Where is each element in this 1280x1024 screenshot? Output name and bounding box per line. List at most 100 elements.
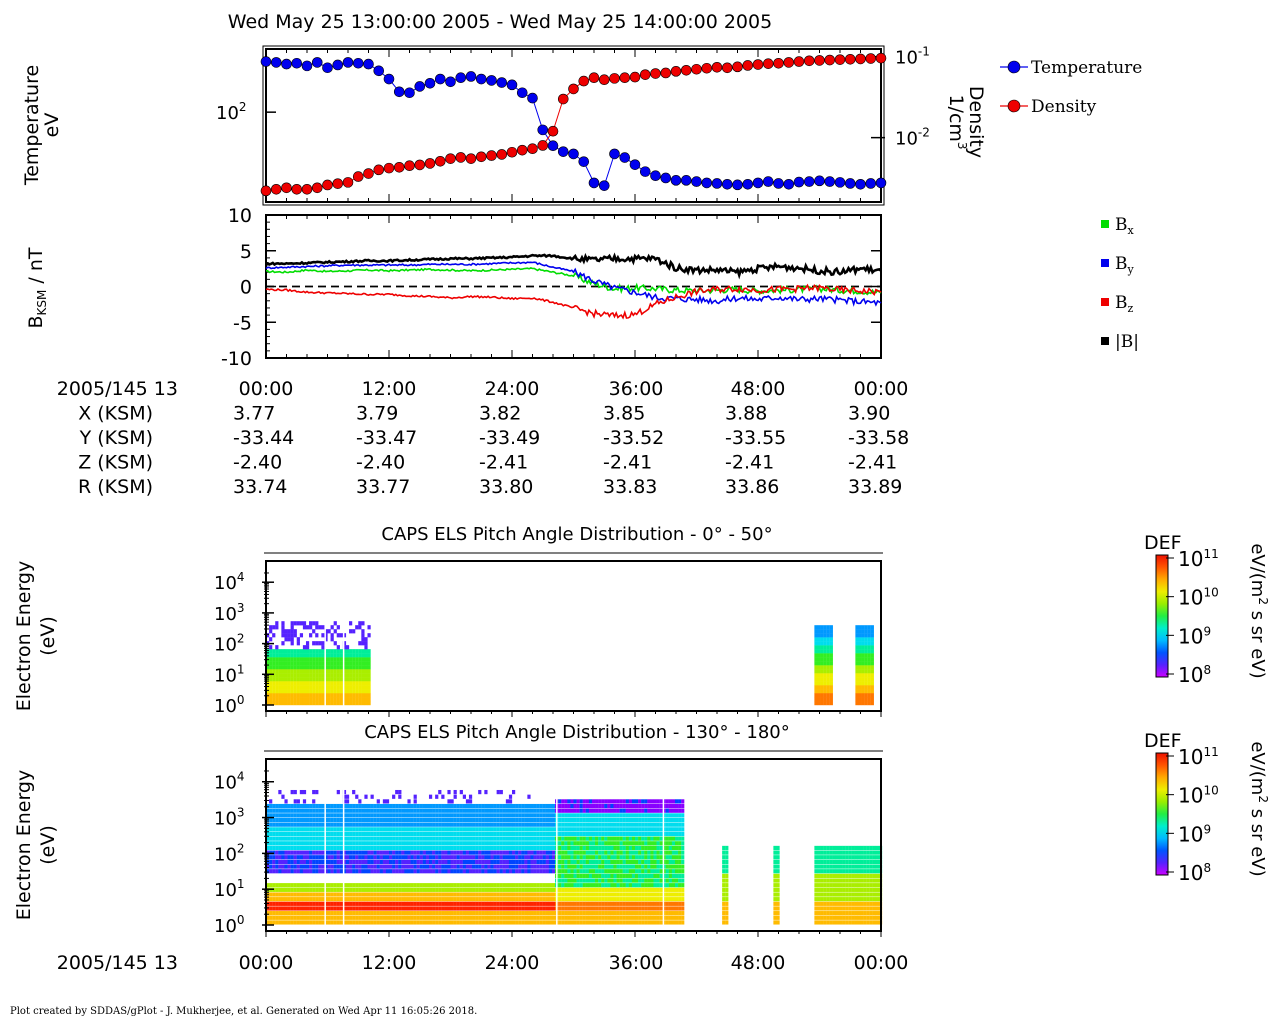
els-panel-2-cell — [416, 864, 420, 869]
els-panel-2-cell — [413, 915, 417, 920]
els-panel-1-cell — [336, 701, 340, 706]
els-panel-2-cell — [293, 799, 297, 804]
els-panel-2-cell — [392, 813, 396, 818]
els-panel-2-cell — [468, 911, 473, 916]
els-panel-1-cell — [269, 681, 273, 686]
els-panel-2-cell — [475, 887, 479, 892]
els-panel-1-cell — [820, 661, 824, 666]
els-panel-2-cell — [456, 897, 460, 902]
els-panel-2-cell — [678, 850, 682, 855]
b-legend-swatch — [1101, 337, 1109, 345]
els-panel-2-cell — [395, 817, 399, 823]
els-panel-2-cell — [545, 845, 550, 851]
els-panel-2-cell — [502, 883, 506, 888]
els-panel-2-cell — [616, 869, 620, 874]
els-panel-1-cell — [287, 657, 291, 662]
els-panel-2-cell — [318, 808, 322, 813]
els-panel-2-cell — [309, 831, 313, 837]
els-panel-2-cell — [367, 813, 371, 818]
els-panel-2-cell — [653, 855, 657, 860]
els-panel-2-cell — [638, 873, 642, 878]
els-panel-1-cell — [272, 673, 276, 678]
els-panel-1-cell — [345, 669, 350, 674]
els-panel-2-cell — [305, 869, 310, 874]
els-panel-2-cell — [835, 859, 840, 865]
els-panel-2-cell — [438, 901, 442, 906]
els-panel-2-cell — [475, 855, 479, 860]
plasma-point-density — [383, 162, 395, 174]
els-panel-2-cell — [674, 836, 679, 841]
els-panel-2-cell — [604, 864, 608, 869]
els-panel-2-cell — [499, 859, 503, 865]
els-panel-2-cell — [591, 817, 596, 823]
els-panel-1-cell — [266, 633, 270, 638]
els-panel-2-cell — [349, 906, 353, 911]
els-panel-2-cell — [475, 915, 479, 920]
els-panel-2-cell — [829, 897, 833, 902]
els-panel-2-cell — [447, 827, 451, 832]
els-panel-2-cell — [278, 897, 282, 902]
els-panel-1-cell — [864, 625, 868, 630]
els-panel-1-cell — [858, 661, 862, 666]
els-panel-2-cell — [321, 845, 325, 851]
els-panel-2-cell — [284, 813, 288, 818]
els-panel-2-cell — [361, 869, 365, 874]
els-panel-2-cell — [539, 836, 543, 841]
els-panel-2-cell — [539, 855, 543, 860]
els-panel-2-cell — [665, 859, 669, 865]
els-panel-2-cell — [576, 836, 580, 841]
els-panel-2-cell — [290, 864, 294, 869]
els-panel-2-cell — [625, 864, 629, 869]
els-panel-2-cell — [671, 878, 676, 883]
els-panel-1-cell — [358, 625, 362, 630]
els-panel-2-cell — [444, 831, 448, 837]
els-panel-2-cell — [558, 808, 562, 813]
els-panel-2-cell — [823, 859, 827, 865]
els-panel-1-cell — [870, 633, 874, 638]
els-panel-2-cell — [635, 803, 639, 809]
els-panel-1-gap — [342, 562, 345, 710]
els-panel-2-cell — [499, 892, 503, 897]
els-panel-2-cell — [647, 897, 651, 902]
els-panel-2-cell — [453, 841, 457, 846]
els-panel-2-cell — [585, 845, 589, 851]
els-panel-2-cell — [333, 887, 337, 892]
els-panel-1-cell — [358, 673, 362, 678]
els-panel-2-cell — [826, 869, 830, 874]
els-panel-2-cell — [287, 855, 291, 860]
els-panel-2-cell — [607, 864, 611, 869]
els-panel-2-cell — [269, 808, 273, 813]
els-panel-2-cell — [293, 841, 297, 846]
els-panel-1-cell — [814, 637, 818, 642]
els-panel-2-cell — [616, 897, 620, 902]
els-panel-1-cell — [339, 669, 343, 674]
els-panel-2-cell — [564, 859, 568, 865]
els-panel-2-cell — [398, 864, 402, 869]
els-panel-2-cell — [515, 822, 519, 827]
els-panel-2-cell — [266, 859, 270, 865]
els-panel-2-cell — [407, 841, 411, 846]
els-panel-2-cell — [441, 850, 445, 855]
els-panel-1-cell — [870, 645, 874, 650]
els-panel-2-cell — [290, 920, 294, 925]
els-panel-2-cell — [647, 831, 651, 837]
els-panel-2-cell — [829, 911, 833, 916]
els-panel-2-cell — [512, 892, 516, 897]
els-panel-2-cell — [558, 906, 562, 911]
els-panel-2-cell — [324, 901, 328, 906]
els-panel-2-cell — [290, 883, 294, 888]
els-panel-2-cell — [502, 841, 506, 846]
els-panel-2-cell — [333, 850, 337, 855]
els-panel-2-cell — [293, 808, 297, 813]
els-panel-2-cell — [361, 831, 365, 837]
els-panel-2-cell — [829, 859, 833, 865]
els-panel-2-cell — [487, 808, 491, 813]
els-panel-2-cell — [493, 864, 497, 869]
els-panel-2-cell — [582, 831, 586, 837]
els-panel-2-cell — [370, 841, 374, 846]
els-panel-2-cell — [820, 901, 824, 906]
els-panel-2-cell — [622, 850, 626, 855]
els-panel-1-cell — [312, 677, 316, 682]
els-panel-2-cell — [345, 869, 350, 874]
els-panel-2-cell — [515, 803, 519, 809]
